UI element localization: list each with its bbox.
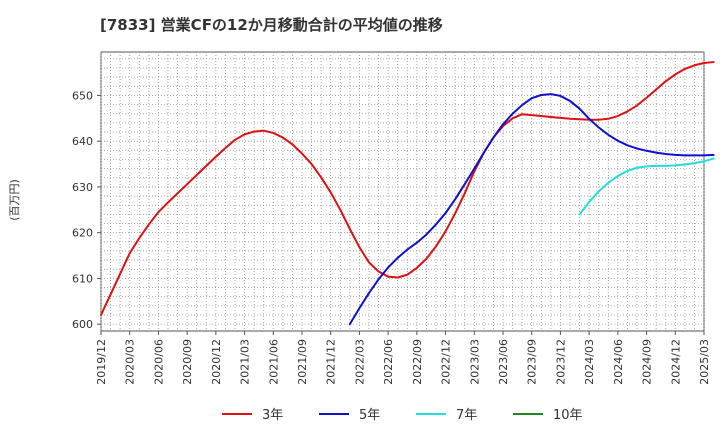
y-tick-label: 630 (72, 181, 93, 194)
x-tick-label: 2019/12 (95, 339, 108, 385)
x-tick-label: 2021/03 (239, 339, 252, 385)
plot-border (100, 51, 705, 332)
x-tick-label: 2022/12 (440, 339, 453, 385)
y-axis: 600 610 620 630 640 650 (72, 89, 101, 331)
x-tick-label: 2023/09 (526, 339, 539, 385)
x-tick-label: 2020/06 (152, 339, 165, 385)
x-tick-label: 2020/03 (124, 339, 137, 385)
x-tick-label: 2022/06 (382, 339, 395, 385)
x-tick-label: 2021/09 (296, 339, 309, 385)
x-tick-label: 2021/06 (267, 339, 280, 385)
series-line-2 (348, 93, 715, 326)
x-tick-label: 2022/09 (411, 339, 424, 385)
legend-label: 5年 (359, 408, 380, 423)
x-tick-label: 2024/03 (583, 339, 596, 385)
x-axis: 2019/12 2020/03 2020/06 2020/09 2020/12 2021/… (95, 331, 711, 385)
x-tick-label: 2022/03 (353, 339, 366, 385)
x-tick-label: 2024/12 (669, 339, 682, 385)
x-tick-label: 2023/12 (554, 339, 567, 385)
x-tick-label: 2023/06 (497, 339, 510, 385)
y-tick-label: 610 (72, 272, 93, 285)
x-tick-label: 2025/03 (698, 339, 711, 385)
x-tick-label: 2024/06 (612, 339, 625, 385)
series-line-3 (578, 157, 715, 216)
y-tick-label: 650 (72, 89, 93, 102)
plot-area (100, 51, 705, 332)
series-layer (100, 61, 715, 326)
legend-label: 10年 (553, 408, 583, 423)
series-line-1 (100, 61, 715, 316)
x-tick-label: 2023/03 (468, 339, 481, 385)
x-tick-label: 2020/09 (181, 339, 194, 385)
legend-label: 7年 (456, 408, 477, 423)
x-tick-label: 2021/12 (325, 339, 338, 385)
legend: 3年 5年 7年 10年 (222, 408, 583, 423)
x-tick-label: 2024/09 (641, 339, 654, 385)
chart-title: [7833] 営業CFの12か月移動合計の平均値の推移 (100, 16, 443, 34)
x-tick-label: 2020/12 (210, 339, 223, 385)
y-axis-label: (百万円) (8, 179, 21, 221)
y-tick-label: 620 (72, 227, 93, 240)
legend-label: 3年 (262, 408, 283, 423)
y-tick-label: 640 (72, 135, 93, 148)
y-tick-label: 600 (72, 318, 93, 331)
